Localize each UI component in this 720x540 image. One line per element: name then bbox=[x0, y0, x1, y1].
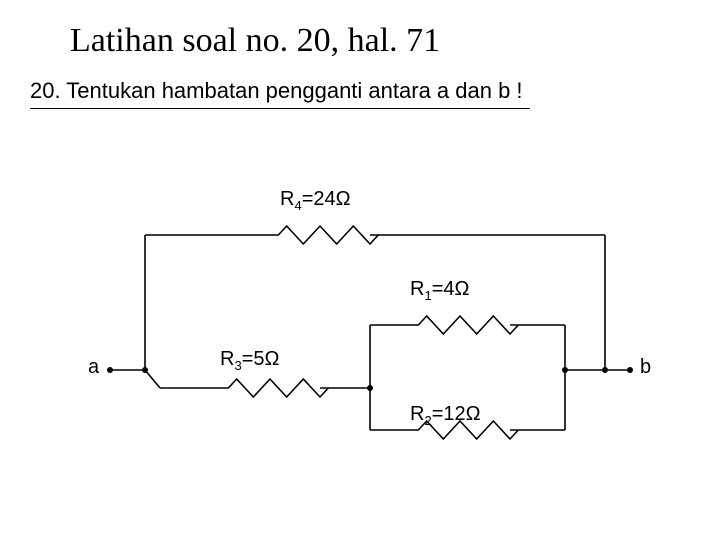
title-underline bbox=[30, 108, 530, 109]
r2-label: R2=12Ω bbox=[410, 403, 481, 428]
question-text: 20. Tentukan hambatan pengganti antara a… bbox=[30, 78, 523, 104]
circuit-diagram: a b R4=24Ω R1=4Ω R3=5Ω R2=12Ω bbox=[40, 170, 680, 510]
node-b-label: b bbox=[640, 356, 651, 379]
r3-label: R3=5Ω bbox=[220, 348, 279, 373]
r4-label: R4=24Ω bbox=[280, 188, 351, 213]
page-title: Latihan soal no. 20, hal. 71 bbox=[70, 22, 440, 60]
node-a-label: a bbox=[88, 356, 99, 379]
circuit-svg bbox=[40, 170, 680, 510]
r1-label: R1=4Ω bbox=[410, 278, 469, 303]
